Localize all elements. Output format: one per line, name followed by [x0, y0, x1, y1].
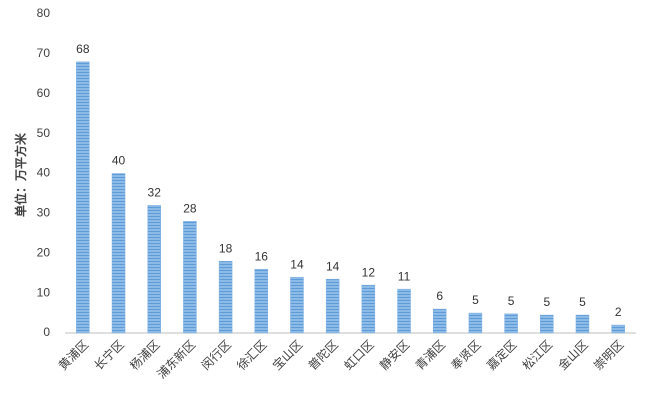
y-tick-label: 0 — [43, 325, 50, 339]
bar — [111, 173, 126, 334]
y-tick-label: 20 — [37, 245, 51, 259]
bar — [183, 221, 197, 334]
x-tick-label: 青浦区 — [413, 337, 448, 372]
x-tick-label: 长宁区 — [91, 337, 127, 373]
y-tick-label: 40 — [37, 166, 51, 180]
x-tick-label: 崇明区 — [591, 337, 626, 372]
value-label: 16 — [255, 249, 269, 263]
y-tick-label: 50 — [37, 126, 51, 140]
x-tick-label: 嘉定区 — [483, 337, 519, 373]
value-label: 28 — [183, 202, 197, 216]
x-tick-label: 黄浦区 — [56, 337, 91, 372]
value-label: 5 — [472, 293, 479, 307]
x-tick-label: 浦东新区 — [154, 337, 199, 382]
bar — [76, 61, 90, 334]
value-label: 14 — [326, 259, 340, 273]
value-label: 32 — [148, 186, 162, 200]
y-tick-label: 60 — [37, 86, 51, 100]
x-tick-label: 奉贤区 — [448, 337, 483, 372]
bar — [218, 260, 233, 334]
x-tick-label: 虹口区 — [341, 337, 376, 372]
value-label: 5 — [579, 295, 586, 309]
bar — [611, 324, 625, 334]
x-tick-label: 静安区 — [376, 337, 412, 373]
x-tick-label: 金山区 — [555, 337, 591, 373]
y-tick-label: 80 — [37, 6, 51, 20]
x-tick-label: 宝山区 — [270, 337, 305, 372]
value-label: 12 — [362, 265, 376, 279]
value-label: 11 — [398, 269, 411, 283]
x-tick-label: 闵行区 — [198, 337, 234, 373]
y-tick-label: 30 — [37, 206, 51, 220]
bar — [361, 284, 376, 334]
value-label: 14 — [290, 257, 304, 271]
value-label: 6 — [436, 289, 443, 303]
value-label: 18 — [219, 241, 233, 255]
y-axis-label: 单位：万平方米 — [13, 132, 28, 217]
bar — [397, 288, 411, 334]
bar — [147, 205, 161, 334]
x-tick-label: 徐汇区 — [234, 337, 270, 373]
value-label: 40 — [112, 154, 126, 168]
value-label: 5 — [543, 295, 550, 309]
bar — [290, 276, 304, 334]
bar — [540, 314, 554, 334]
bar — [325, 278, 340, 334]
y-tick-label: 10 — [37, 285, 51, 299]
value-label: 68 — [76, 42, 90, 56]
value-label: 5 — [508, 294, 515, 308]
y-tick-label: 70 — [37, 46, 51, 60]
x-tick-label: 松江区 — [520, 337, 555, 372]
bar — [504, 313, 518, 334]
bar — [468, 312, 483, 334]
bar — [575, 314, 590, 334]
bar — [254, 268, 269, 334]
x-tick-label: 普陀区 — [305, 337, 341, 373]
value-label: 2 — [615, 305, 622, 319]
bar — [432, 308, 447, 334]
